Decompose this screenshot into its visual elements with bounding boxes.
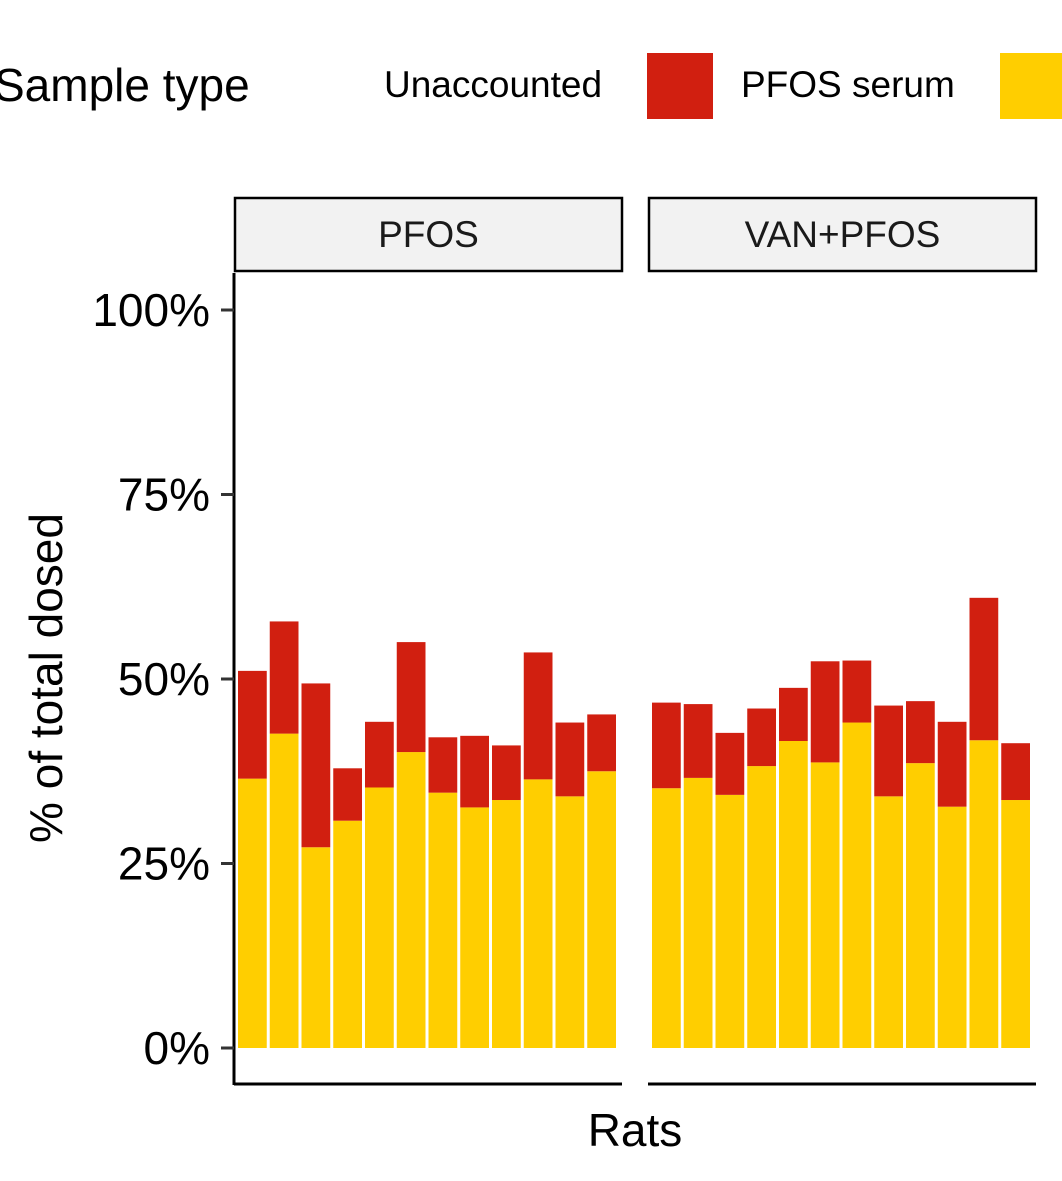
bar-pfos-2-pfos-serum bbox=[269, 733, 299, 1048]
bar-pfos-9-pfos-serum bbox=[492, 800, 521, 1048]
bar-pfos-9-unaccounted bbox=[492, 745, 521, 801]
bar-van-pfos-11-pfos-serum bbox=[969, 740, 999, 1048]
bar-van-pfos-1-unaccounted bbox=[652, 702, 681, 789]
bar-pfos-10-unaccounted bbox=[523, 652, 553, 780]
legend-label-unaccounted: Unaccounted bbox=[384, 64, 603, 105]
bar-pfos-11-unaccounted bbox=[555, 722, 585, 797]
bar-van-pfos-8-pfos-serum bbox=[874, 796, 903, 1048]
y-tick-label-50: 50% bbox=[118, 653, 210, 705]
bar-pfos-10-pfos-serum bbox=[523, 779, 553, 1048]
y-tick-label-100: 100% bbox=[92, 284, 210, 336]
bar-pfos-4-pfos-serum bbox=[333, 820, 362, 1048]
bar-pfos-6-pfos-serum bbox=[396, 752, 426, 1048]
bar-van-pfos-5-pfos-serum bbox=[779, 740, 808, 1048]
bar-van-pfos-10-unaccounted bbox=[937, 721, 967, 807]
y-tick-label-0: 0% bbox=[144, 1022, 210, 1074]
bar-van-pfos-9-unaccounted bbox=[906, 701, 935, 764]
bar-van-pfos-3-unaccounted bbox=[715, 732, 745, 795]
y-axis-title: % of total dosed bbox=[20, 513, 72, 843]
bar-pfos-2-unaccounted bbox=[269, 621, 299, 734]
bar-pfos-12-pfos-serum bbox=[587, 771, 616, 1048]
bar-van-pfos-4-pfos-serum bbox=[747, 766, 776, 1048]
bar-pfos-7-pfos-serum bbox=[428, 792, 458, 1048]
bar-van-pfos-7-unaccounted bbox=[842, 660, 872, 723]
bar-van-pfos-2-pfos-serum bbox=[683, 777, 713, 1048]
bar-pfos-3-unaccounted bbox=[301, 683, 331, 848]
bar-van-pfos-3-pfos-serum bbox=[715, 794, 745, 1048]
bar-pfos-12-unaccounted bbox=[587, 714, 616, 772]
bar-pfos-1-pfos-serum bbox=[238, 778, 267, 1048]
bar-van-pfos-1-pfos-serum bbox=[652, 788, 681, 1048]
legend-label-pfos-serum: PFOS serum bbox=[741, 64, 955, 105]
bar-van-pfos-10-pfos-serum bbox=[937, 806, 967, 1048]
bar-pfos-5-unaccounted bbox=[365, 721, 394, 788]
bar-pfos-1-unaccounted bbox=[238, 670, 267, 779]
bar-van-pfos-11-unaccounted bbox=[969, 597, 999, 741]
legend-title: Sample type bbox=[0, 59, 250, 111]
bar-van-pfos-9-pfos-serum bbox=[906, 763, 935, 1048]
bar-pfos-11-pfos-serum bbox=[555, 796, 585, 1048]
bar-van-pfos-5-unaccounted bbox=[779, 687, 808, 741]
bar-van-pfos-12-pfos-serum bbox=[1001, 800, 1030, 1048]
legend-key-unaccounted bbox=[647, 53, 713, 119]
bar-pfos-4-unaccounted bbox=[333, 768, 362, 821]
legend-key-pfos-serum bbox=[1000, 53, 1062, 119]
bar-van-pfos-2-unaccounted bbox=[683, 704, 713, 778]
bar-pfos-3-pfos-serum bbox=[301, 847, 331, 1048]
bar-pfos-7-unaccounted bbox=[428, 737, 458, 793]
facet-label-pfos: PFOS bbox=[378, 214, 479, 255]
bar-pfos-8-unaccounted bbox=[460, 735, 489, 808]
bar-van-pfos-4-unaccounted bbox=[747, 708, 776, 767]
bar-pfos-8-pfos-serum bbox=[460, 807, 489, 1048]
bar-pfos-5-pfos-serum bbox=[365, 787, 394, 1048]
bar-pfos-6-unaccounted bbox=[396, 642, 426, 753]
y-tick-label-25: 25% bbox=[118, 838, 210, 890]
facet-strip-pfos bbox=[233, 196, 624, 273]
y-tick-label-75: 75% bbox=[118, 469, 210, 521]
bar-van-pfos-12-unaccounted bbox=[1001, 743, 1030, 801]
bar-van-pfos-6-pfos-serum bbox=[810, 762, 840, 1048]
bar-van-pfos-6-unaccounted bbox=[810, 661, 840, 763]
x-axis-title: Rats bbox=[588, 1104, 683, 1156]
bar-van-pfos-7-pfos-serum bbox=[842, 722, 872, 1048]
bar-van-pfos-8-unaccounted bbox=[874, 705, 903, 797]
facet-label-van-pfos: VAN+PFOS bbox=[745, 214, 941, 255]
facet-strip-van-pfos bbox=[647, 196, 1038, 273]
